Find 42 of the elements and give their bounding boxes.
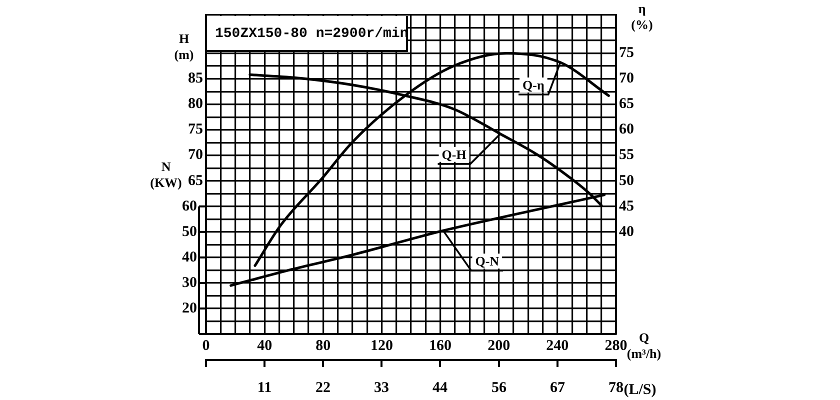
y3-tick-label: 40 [182,249,197,266]
x-tick-label: 120 [370,338,393,354]
x-tick-label: 200 [488,338,510,354]
x2-tick-label: 78 [608,380,624,396]
y3-tick-label: 60 [182,198,197,214]
y2-tick-label: 60 [619,122,634,138]
y3-tick-label: 50 [182,224,197,240]
x2-tick-label: 44 [432,380,448,396]
x-tick-label: 240 [546,338,569,354]
y2-tick-label: 75 [619,45,634,62]
x-tick-label: 40 [257,338,272,354]
series-label: Q-η [522,77,544,92]
y-tick-label: 75 [188,122,203,138]
text: Q-H [442,146,466,162]
y3-tick-label: 30 [182,274,197,291]
y2-tick-label: 65 [619,96,634,112]
x-tick-label: 80 [316,338,331,354]
x2-tick-label: 33 [374,380,389,396]
y-axis-title: H (m) [174,30,194,62]
x2-tick-label: 11 [257,380,272,396]
y2-axis-title: η (%) [631,1,653,32]
x-tick-label: 280 [604,338,628,354]
y-tick-label: 65 [188,172,203,189]
x2-tick-label: 67 [550,380,566,396]
x-tick-label: 0 [202,338,210,354]
y2-tick-label: 40 [619,224,634,240]
y2-tick-label: 50 [619,172,634,189]
y-tick-label: 70 [188,147,203,164]
y-tick-label: 85 [188,70,203,87]
y2-tick-label: 55 [619,147,634,164]
x-axis-title: Q (m³/h) [626,330,662,361]
y2-tick-label: 45 [619,198,634,214]
y3-tick-label: 20 [182,300,197,316]
x2-tick-label: 56 [492,380,508,396]
y-tick-label: 80 [188,96,203,112]
text: 150ZX150-80 n=2900r/min [207,16,408,52]
x2-tick-label: 22 [315,380,330,396]
y3-axis-title: N (KW) [150,158,182,190]
x-tick-label: 160 [429,338,452,354]
text: Q-N [475,254,500,269]
x2-axis-title: (L/S) [624,382,656,398]
y2-tick-label: 70 [619,70,634,87]
